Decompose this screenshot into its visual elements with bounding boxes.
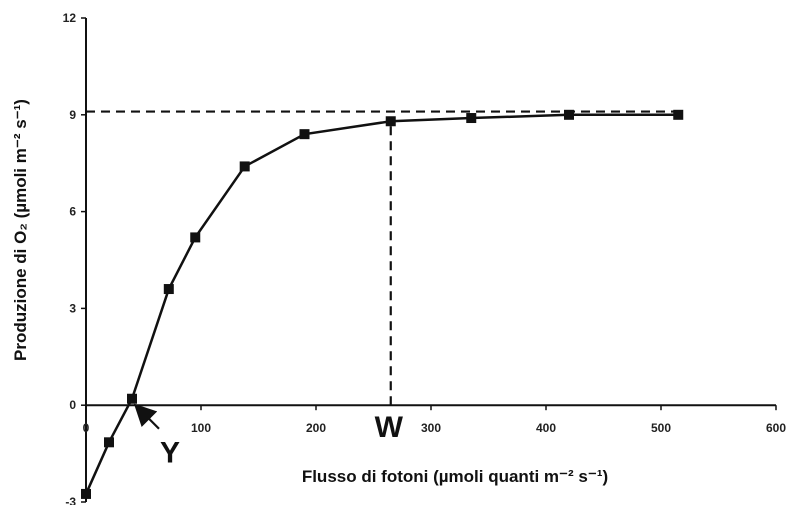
x-tick-label: 500 <box>651 421 671 435</box>
y-tick-label: 6 <box>69 205 76 219</box>
x-tick-label: 600 <box>766 421 786 435</box>
data-point <box>163 284 174 295</box>
data-point <box>564 109 574 120</box>
x-tick-label: 300 <box>421 421 441 435</box>
x-tick-label: 400 <box>536 421 556 435</box>
data-point <box>239 161 250 172</box>
tick-labels: -3 0 3 6 9 12 0 100 200 300 400 500 600 <box>63 11 787 505</box>
x-axis-title: Flusso di fotoni (µmoli quanti m⁻² s⁻¹) <box>302 467 608 486</box>
reference-lines <box>86 110 679 406</box>
data-point <box>673 109 684 120</box>
axes <box>81 17 777 503</box>
y-tick-label: 9 <box>69 108 76 122</box>
data-point <box>104 437 114 448</box>
data-point <box>190 232 201 243</box>
w-annotation-label: W <box>375 411 404 444</box>
data-point <box>299 129 310 140</box>
y-axis-title: Produzione di O₂ (µmoli m⁻² s⁻¹) <box>11 99 30 361</box>
data-point <box>385 116 396 127</box>
data-point <box>127 393 137 404</box>
y-tick-label: 0 <box>69 398 76 412</box>
data-point <box>466 113 477 124</box>
y-annotation-label: Y <box>160 437 180 470</box>
y-tick-label: -3 <box>65 495 76 505</box>
y-annotation-arrow <box>133 403 160 430</box>
y-tick-label: 3 <box>69 301 76 315</box>
data-series <box>81 109 684 499</box>
y-tick-label: 12 <box>63 11 77 25</box>
x-tick-label: 200 <box>306 421 326 435</box>
x-tick-label: 0 <box>83 421 90 435</box>
data-point <box>81 488 91 499</box>
annotations: YW <box>133 403 404 470</box>
x-tick-label: 100 <box>191 421 211 435</box>
